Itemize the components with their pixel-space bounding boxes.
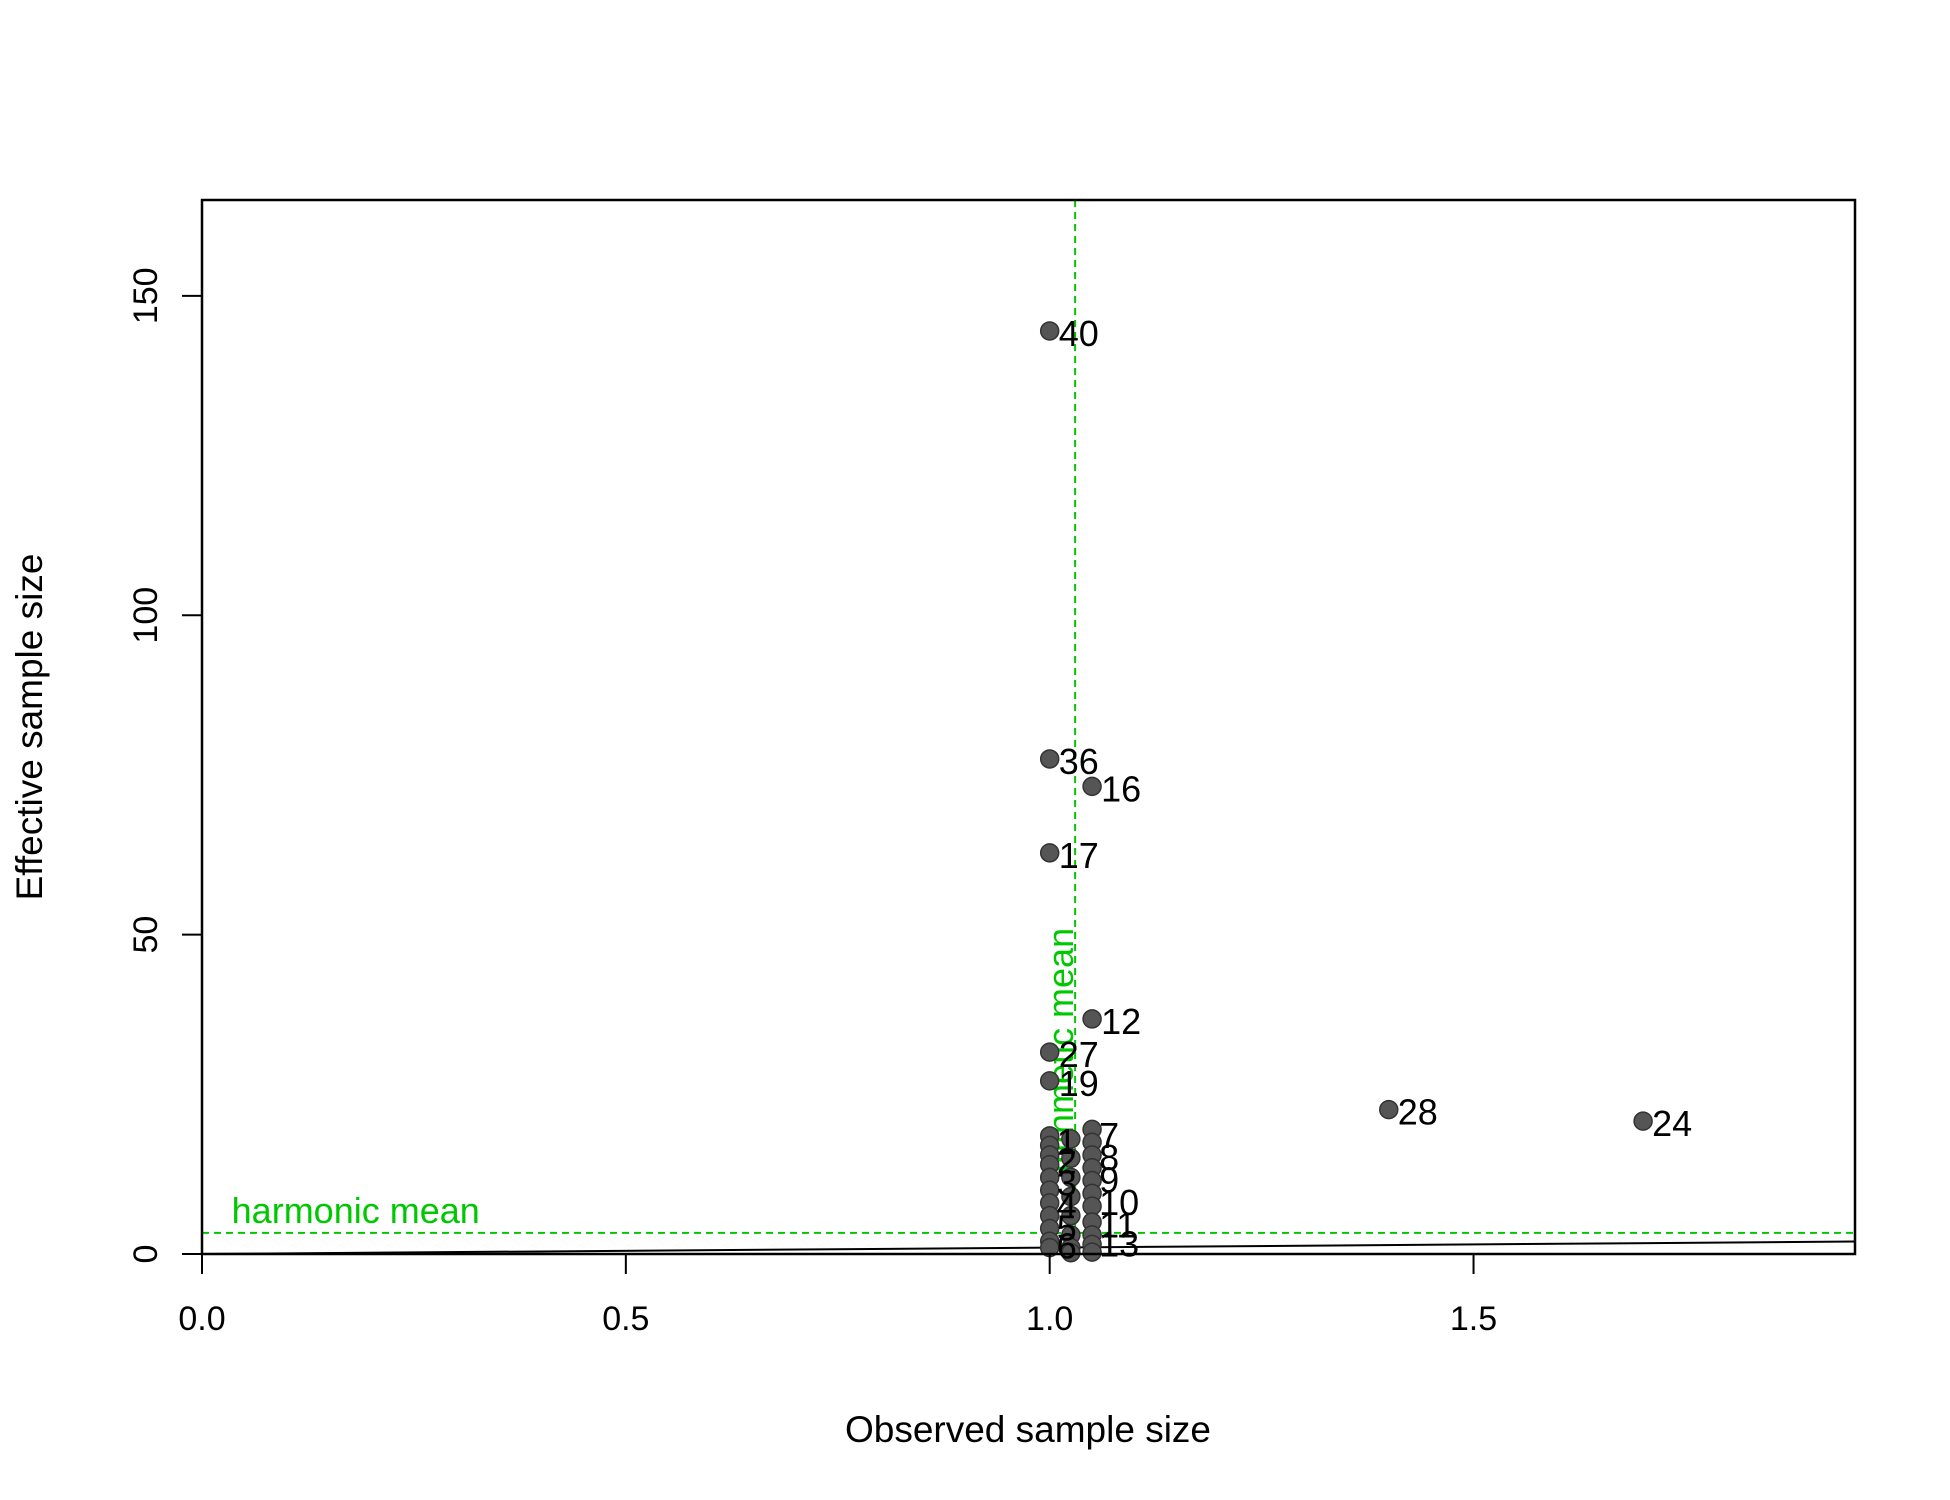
data-point xyxy=(1039,321,1060,341)
data-point xyxy=(1082,776,1102,797)
x-tick-label: 0.0 xyxy=(178,1300,225,1338)
cluster-point-label: 8 xyxy=(1099,1137,1119,1178)
y-axis: 0 50 100 150 xyxy=(127,267,203,1264)
data-point xyxy=(1061,1148,1081,1168)
data-points xyxy=(1039,321,1653,1263)
y-tick-label: 50 xyxy=(127,916,165,954)
data-point xyxy=(1039,749,1060,769)
cluster-point-label: 1 xyxy=(1057,1121,1077,1162)
x-axis: 0.0 0.5 1.0 1.5 xyxy=(178,1253,1497,1338)
data-point xyxy=(1061,1205,1081,1226)
data-point xyxy=(1061,1186,1081,1207)
y-tick-label: 150 xyxy=(127,267,165,324)
x-tick-label: 1.0 xyxy=(1026,1300,1073,1338)
identity-line xyxy=(201,1240,1856,1255)
point-label: 16 xyxy=(1101,768,1141,809)
cluster-point-label: 5 xyxy=(1057,1207,1077,1248)
point-label: 17 xyxy=(1059,835,1099,876)
cluster-point-label: 10 xyxy=(1099,1182,1139,1223)
data-point xyxy=(1039,1071,1060,1091)
y-tick-label: 100 xyxy=(127,587,165,644)
x-axis-label: Observed sample size xyxy=(845,1409,1211,1450)
cluster-point-label: 2 xyxy=(1057,1140,1077,1181)
data-point xyxy=(1379,1099,1399,1120)
point-label: 40 xyxy=(1059,313,1099,354)
y-tick-label: 0 xyxy=(127,1245,165,1264)
cluster-point-label: 3 xyxy=(1057,1163,1077,1204)
point-label: 28 xyxy=(1398,1092,1438,1133)
data-point xyxy=(1633,1111,1653,1131)
cluster-point-label: 13 xyxy=(1099,1223,1139,1264)
data-point xyxy=(1082,1242,1102,1262)
y-axis-label: Effective sample size xyxy=(9,554,50,901)
cluster-point-label: 7 xyxy=(1099,1115,1119,1156)
cluster-point-label: 11 xyxy=(1099,1204,1136,1245)
cluster-point-label: 9 xyxy=(1099,1160,1119,1201)
point-label: 24 xyxy=(1652,1103,1692,1144)
plot-frame xyxy=(200,198,1857,1256)
data-point xyxy=(1039,843,1060,863)
harmonic-mean-label: harmonic mean xyxy=(232,1190,480,1231)
point-label: 36 xyxy=(1059,741,1099,782)
x-tick-label: 1.5 xyxy=(1450,1300,1497,1338)
point-label: 27 xyxy=(1059,1034,1099,1075)
point-label: 12 xyxy=(1101,1001,1141,1042)
cluster-point-label: 4 xyxy=(1057,1185,1077,1226)
x-tick-label: 0.5 xyxy=(602,1300,649,1338)
data-point xyxy=(1082,1009,1102,1029)
data-point xyxy=(1061,1129,1081,1149)
data-point xyxy=(1061,1242,1081,1263)
data-point xyxy=(1039,1042,1060,1062)
cluster-point-label: 6 xyxy=(1057,1225,1077,1266)
data-point xyxy=(1061,1167,1081,1188)
point-label: 19 xyxy=(1059,1063,1099,1104)
